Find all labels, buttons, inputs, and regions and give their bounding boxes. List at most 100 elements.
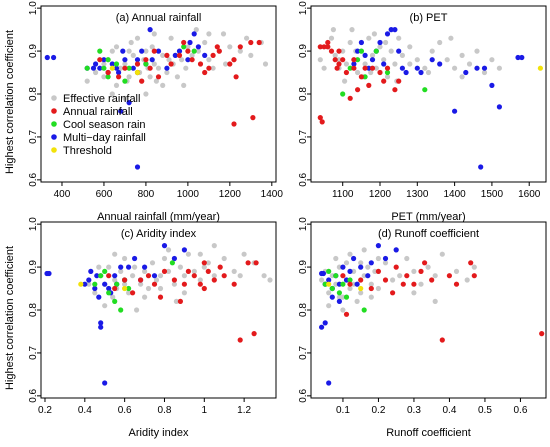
data-point-annual [197, 281, 203, 287]
x-tick-label: 800 [138, 189, 155, 200]
x-tick-label: 1400 [261, 189, 284, 200]
data-point-multiday [120, 48, 126, 54]
data-point-effective [142, 268, 148, 274]
data-point-cool [191, 48, 197, 54]
data-point-annual [251, 331, 257, 337]
data-point-multiday [90, 65, 97, 71]
data-point-multiday [388, 27, 394, 33]
data-point-effective [407, 44, 413, 50]
data-point-cool [343, 294, 350, 300]
data-point-annual [340, 273, 346, 279]
data-point-multiday [365, 273, 371, 279]
data-point-multiday [351, 61, 357, 67]
data-point-annual [332, 57, 338, 63]
data-point-cool [112, 298, 118, 304]
data-point-effective [110, 294, 116, 300]
data-point-effective [181, 290, 187, 296]
data-point-effective [332, 52, 338, 59]
data-point-effective [134, 35, 141, 41]
data-point-annual [122, 277, 128, 283]
data-point-effective [377, 44, 383, 50]
data-point-effective [361, 247, 367, 253]
data-point-annual [231, 281, 237, 287]
data-point-effective [382, 260, 389, 266]
data-point-annual [138, 277, 144, 283]
data-point-effective [351, 268, 357, 274]
data-point-effective [418, 281, 424, 287]
data-point-multiday [418, 69, 424, 76]
data-point-multiday [97, 65, 103, 71]
data-point-cool [122, 78, 128, 84]
data-point-effective [343, 61, 349, 67]
y-tick-label: 0.9 [298, 260, 309, 274]
data-point-effective [411, 290, 417, 296]
data-point-threshold [326, 281, 332, 287]
data-point-effective [201, 264, 207, 270]
data-point-effective [143, 91, 149, 97]
y-tick-label: 0.8 [28, 87, 39, 101]
series-multiday [351, 27, 525, 170]
data-point-annual [343, 69, 349, 76]
data-point-annual [418, 268, 424, 274]
data-point-multiday [403, 69, 409, 76]
data-point-effective [181, 273, 187, 279]
data-point-annual [221, 273, 227, 279]
data-point-multiday [92, 285, 98, 292]
series-annual [317, 39, 402, 125]
data-point-effective [147, 74, 153, 80]
data-point-multiday [384, 31, 391, 37]
data-point-effective [448, 35, 454, 41]
data-point-annual [256, 39, 262, 46]
data-point-annual [340, 57, 346, 63]
data-point-effective [220, 31, 227, 37]
legend-marker [51, 134, 57, 140]
data-point-effective [109, 48, 115, 54]
data-point-annual [411, 281, 417, 287]
data-point-cool [347, 277, 353, 283]
data-point-annual [539, 331, 545, 337]
data-point-effective [189, 52, 195, 59]
data-point-annual [147, 65, 153, 71]
y-tick-label: 0.8 [28, 303, 39, 317]
data-point-annual [390, 290, 396, 296]
panel-c: (c) Aridity index 0.2 0.4 0.6 0.8 1 1.2 0.6 0.7 0… [28, 217, 277, 439]
data-point-annual [134, 61, 141, 67]
data-point-annual [375, 268, 381, 274]
data-point-effective [134, 307, 140, 313]
data-point-cool [126, 65, 132, 71]
data-point-multiday [98, 324, 104, 330]
data-point-annual [343, 311, 350, 317]
data-point-threshold [537, 65, 544, 71]
x-tick-label: 1100 [332, 189, 354, 200]
data-point-cool [329, 285, 335, 292]
data-point-cool [326, 268, 332, 274]
data-point-effective [349, 27, 355, 33]
data-point-cool [97, 48, 103, 54]
legend-item-threshold: Threshold [51, 145, 112, 157]
data-point-cool [105, 74, 111, 80]
data-point-annual [130, 290, 136, 296]
data-point-annual [205, 268, 211, 274]
data-point-effective [333, 255, 339, 262]
data-point-effective [369, 52, 376, 59]
data-point-annual [145, 273, 152, 279]
data-point-annual [317, 44, 323, 50]
data-point-cool [181, 44, 187, 50]
x-tick-label: 1.2 [237, 405, 251, 416]
data-point-multiday [474, 65, 480, 71]
data-point-effective [223, 61, 229, 67]
data-point-annual [112, 285, 118, 292]
data-point-effective [86, 281, 92, 287]
data-point-multiday [155, 48, 162, 54]
data-point-effective [459, 74, 465, 80]
data-point-multiday [109, 61, 115, 67]
data-point-multiday [366, 65, 372, 71]
data-point-effective [126, 290, 132, 296]
x-axis-label: PET (mm/year) [391, 211, 465, 223]
series-cool [340, 48, 428, 97]
data-point-effective [471, 264, 477, 270]
series-threshold [78, 281, 128, 292]
series-threshold [326, 281, 364, 292]
legend-item-annual: Annual rainfall [51, 106, 133, 118]
